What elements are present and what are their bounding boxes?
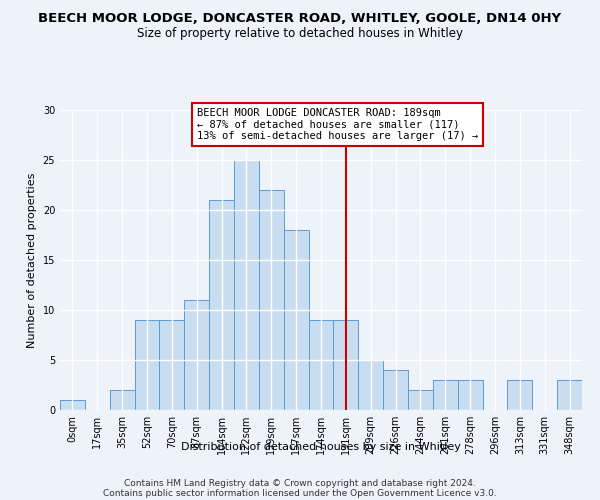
Bar — [508, 380, 532, 410]
Text: BEECH MOOR LODGE DONCASTER ROAD: 189sqm
← 87% of detached houses are smaller (11: BEECH MOOR LODGE DONCASTER ROAD: 189sqm … — [197, 108, 478, 141]
Bar — [557, 380, 582, 410]
Bar — [358, 360, 383, 410]
Bar — [259, 190, 284, 410]
Bar — [160, 320, 184, 410]
Text: Contains HM Land Registry data © Crown copyright and database right 2024.: Contains HM Land Registry data © Crown c… — [124, 478, 476, 488]
Bar — [209, 200, 234, 410]
Bar — [60, 400, 85, 410]
Text: Size of property relative to detached houses in Whitley: Size of property relative to detached ho… — [137, 28, 463, 40]
Y-axis label: Number of detached properties: Number of detached properties — [27, 172, 37, 348]
Bar — [458, 380, 482, 410]
Bar — [134, 320, 160, 410]
Bar — [308, 320, 334, 410]
Bar — [184, 300, 209, 410]
Text: BEECH MOOR LODGE, DONCASTER ROAD, WHITLEY, GOOLE, DN14 0HY: BEECH MOOR LODGE, DONCASTER ROAD, WHITLE… — [38, 12, 562, 26]
Text: Contains public sector information licensed under the Open Government Licence v3: Contains public sector information licen… — [103, 488, 497, 498]
Bar — [284, 230, 308, 410]
Bar — [383, 370, 408, 410]
Bar — [408, 390, 433, 410]
Text: Distribution of detached houses by size in Whitley: Distribution of detached houses by size … — [181, 442, 461, 452]
Bar — [334, 320, 358, 410]
Bar — [433, 380, 458, 410]
Bar — [110, 390, 134, 410]
Bar — [234, 160, 259, 410]
